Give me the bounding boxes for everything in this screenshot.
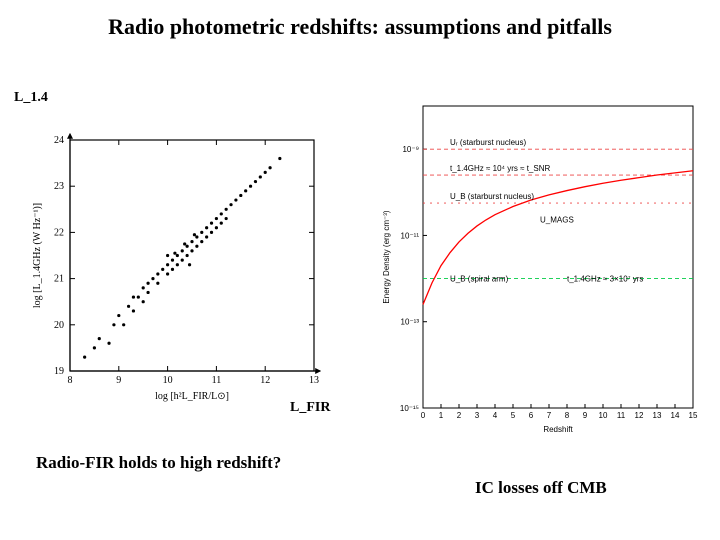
svg-text:8: 8 [68, 375, 73, 386]
svg-text:6: 6 [529, 411, 534, 420]
energy-density-chart: 012345678910111213141510⁻¹⁵10⁻¹³10⁻¹¹10⁻… [375, 96, 705, 436]
svg-text:5: 5 [511, 411, 516, 420]
svg-text:23: 23 [54, 181, 64, 192]
svg-text:log [h²L_FIR/L⊙]: log [h²L_FIR/L⊙] [155, 391, 229, 402]
svg-text:1: 1 [439, 411, 444, 420]
svg-text:12: 12 [260, 375, 270, 386]
svg-text:Energy Density (erg cm⁻³): Energy Density (erg cm⁻³) [382, 210, 391, 303]
svg-text:10⁻⁹: 10⁻⁹ [402, 145, 419, 154]
svg-text:10⁻¹³: 10⁻¹³ [401, 318, 420, 327]
svg-text:14: 14 [671, 411, 680, 420]
svg-text:9: 9 [583, 411, 588, 420]
svg-text:Redshift: Redshift [543, 425, 573, 434]
svg-text:7: 7 [547, 411, 552, 420]
svg-text:4: 4 [493, 411, 498, 420]
svg-text:24: 24 [54, 135, 64, 146]
svg-text:2: 2 [457, 411, 462, 420]
svg-text:11: 11 [212, 375, 222, 386]
svg-text:t_1.4GHz ≈ 3×10⁷ yrs: t_1.4GHz ≈ 3×10⁷ yrs [567, 275, 643, 284]
svg-text:log [L_1.4GHz (W Hz⁻¹)]: log [L_1.4GHz (W Hz⁻¹)] [32, 203, 43, 308]
svg-text:3: 3 [475, 411, 480, 420]
slide-title: Radio photometric redshifts: assumptions… [0, 14, 720, 40]
svg-text:15: 15 [689, 411, 698, 420]
scatter-chart-radio-fir: 8 9 10 11 12 13 19 20 21 22 23 24 log [h²L_FIR/L⊙] lo… [26, 130, 326, 405]
svg-text:U_B (starburst nucleus): U_B (starburst nucleus) [450, 192, 534, 201]
svg-text:22: 22 [54, 227, 64, 238]
caption-left: Radio-FIR holds to high redshift? [36, 453, 281, 473]
svg-text:11: 11 [617, 411, 626, 420]
svg-text:U_MAGS: U_MAGS [540, 215, 574, 224]
svg-text:U_B (spiral arm): U_B (spiral arm) [450, 275, 509, 284]
svg-text:10: 10 [599, 411, 608, 420]
svg-text:21: 21 [54, 274, 64, 285]
svg-text:13: 13 [653, 411, 662, 420]
svg-text:20: 20 [54, 320, 64, 331]
svg-text:10⁻¹⁵: 10⁻¹⁵ [400, 404, 419, 413]
svg-text:8: 8 [565, 411, 570, 420]
axis-label-l14: L_1.4 [14, 90, 48, 106]
svg-text:19: 19 [54, 366, 64, 377]
svg-text:9: 9 [116, 375, 121, 386]
svg-text:12: 12 [635, 411, 644, 420]
svg-text:t_1.4GHz ≈ 10⁴ yrs ≈ t_SNR: t_1.4GHz ≈ 10⁴ yrs ≈ t_SNR [450, 164, 550, 173]
svg-text:10: 10 [163, 375, 173, 386]
svg-text:10⁻¹¹: 10⁻¹¹ [401, 231, 420, 240]
svg-text:0: 0 [421, 411, 426, 420]
caption-right: IC losses off CMB [475, 478, 607, 498]
svg-text:Uᵣ (starburst nucleus): Uᵣ (starburst nucleus) [450, 138, 527, 147]
svg-text:13: 13 [309, 375, 319, 386]
